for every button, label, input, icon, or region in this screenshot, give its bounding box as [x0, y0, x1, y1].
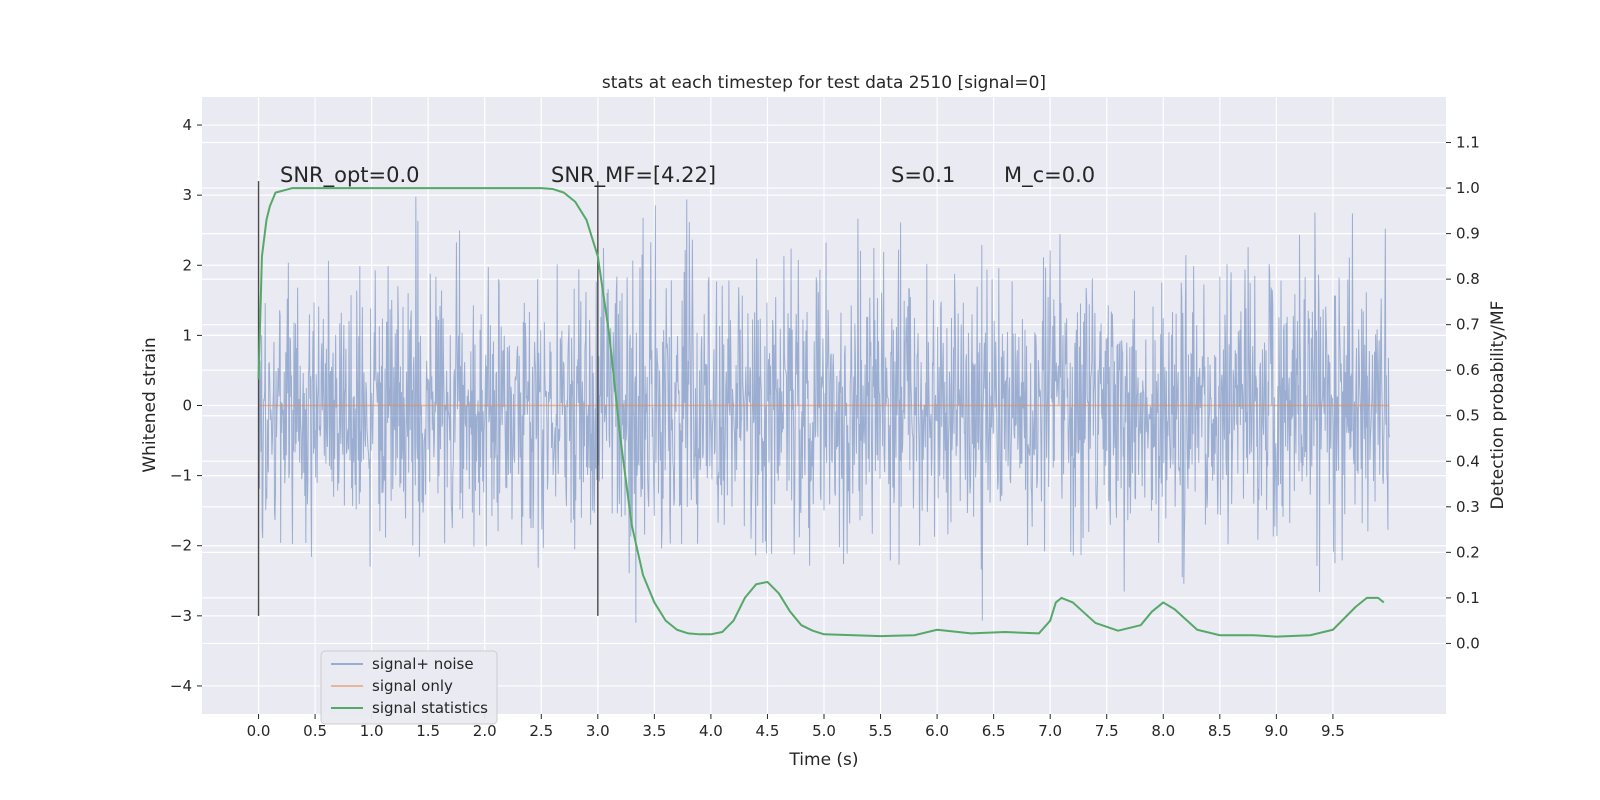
y2-tick-label: 0.3 [1456, 498, 1480, 516]
chart-title: stats at each timestep for test data 251… [602, 73, 1046, 93]
y2-tick-labels: 1.1 1.0 0.9 0.8 0.7 0.6 0.5 0.4 0.3 0.2 0.1 0.0 [1446, 134, 1480, 652]
y-tick-label: −1 [170, 467, 192, 485]
x-tick-label: 7.0 [1038, 722, 1062, 740]
annotation-text: SNR_opt=0.0 [280, 163, 420, 188]
annotations: SNR_opt=0.0 SNR_MF=[4.22] S=0.1 M_c=0.0 [280, 163, 1095, 188]
x-tick-labels: 0.0 0.5 1.0 1.5 2.0 2.5 3.0 3.5 4.0 4.5 5.0 5.5 6.0 6… [247, 714, 1345, 740]
signal-statistics-series [257, 187, 1385, 638]
x-tick-label: 8.0 [1151, 722, 1175, 740]
legend-label-stats: signal statistics [372, 699, 488, 717]
y2-tick-label: 1.0 [1456, 179, 1480, 197]
x-tick-label: 1.0 [360, 722, 384, 740]
y2-tick-label: 0.8 [1456, 270, 1480, 288]
annotation-text: SNR_MF=[4.22] [551, 163, 716, 188]
x-tick-label: 0.0 [247, 722, 271, 740]
y-tick-label: 1 [182, 326, 192, 344]
x-tick-label: 5.0 [812, 722, 836, 740]
y2-tick-label: 0.4 [1456, 452, 1480, 470]
y2-tick-label: 0.6 [1456, 361, 1480, 379]
y-tick-label: 0 [182, 397, 192, 415]
noise-trace [258, 196, 1390, 623]
y-tick-label: 4 [182, 116, 192, 134]
legend-label-noise: signal+ noise [372, 655, 474, 673]
x-tick-label: 7.5 [1095, 722, 1119, 740]
y-axis-label: Whitened strain [140, 337, 160, 472]
legend-box [320, 650, 498, 725]
x-tick-label: 0.5 [303, 722, 327, 740]
legend-label-signal: signal only [372, 677, 453, 695]
signal-noise-series [258, 196, 1390, 623]
x-tick-label: 6.5 [982, 722, 1006, 740]
x-tick-label: 9.0 [1264, 722, 1288, 740]
y2-tick-label: 0.5 [1456, 407, 1480, 425]
y-tick-label: 3 [182, 186, 192, 204]
y2-tick-label: 0.0 [1456, 634, 1480, 652]
y-tick-label: 2 [182, 256, 192, 274]
x-tick-label: 9.5 [1321, 722, 1345, 740]
y-tick-label: −4 [170, 677, 192, 695]
x-tick-label: 2.0 [473, 722, 497, 740]
y2-tick-label: 0.2 [1456, 543, 1480, 561]
x-tick-label: 2.5 [529, 722, 553, 740]
x-tick-label: 6.0 [925, 722, 949, 740]
x-tick-label: 3.5 [642, 722, 666, 740]
signal-statistics-line [257, 187, 1385, 638]
x-tick-label: 5.5 [869, 722, 893, 740]
x-tick-label: 4.0 [699, 722, 723, 740]
annotation-text: M_c=0.0 [1004, 163, 1095, 188]
x-tick-label: 3.0 [586, 722, 610, 740]
annotation-text: S=0.1 [891, 163, 955, 187]
legend: signal+ noise signal only signal statist… [320, 650, 498, 725]
x-tick-label: 1.5 [416, 722, 440, 740]
x-axis-label: Time (s) [788, 750, 858, 770]
y2-tick-label: 1.1 [1456, 134, 1480, 152]
y-tick-labels: 4 3 2 1 0 −1 −2 −3 −4 [170, 116, 202, 695]
x-tick-label: 8.5 [1208, 722, 1232, 740]
x-tick-label: 4.5 [756, 722, 780, 740]
y-tick-label: −3 [170, 607, 192, 625]
y2-tick-label: 0.7 [1456, 316, 1480, 334]
y2-tick-label: 0.1 [1456, 589, 1480, 607]
y2-axis-label: Detection probability/MF [1488, 301, 1508, 510]
y-tick-label: −2 [170, 537, 192, 555]
y2-tick-label: 0.9 [1456, 225, 1480, 243]
